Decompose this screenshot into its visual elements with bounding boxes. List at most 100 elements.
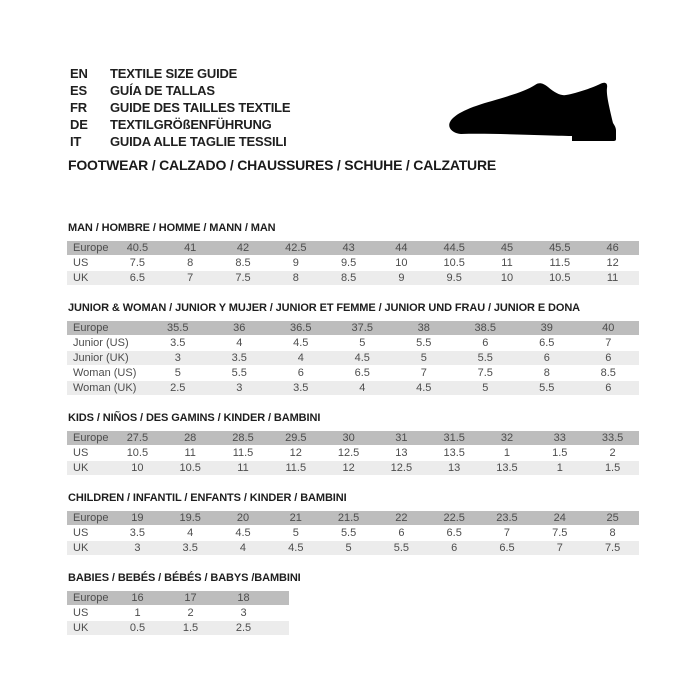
size-cell: 10.5 xyxy=(533,271,587,285)
size-cell: 5.5 xyxy=(393,336,455,350)
size-cell: 27.5 xyxy=(111,431,164,445)
size-cell: 11 xyxy=(163,446,217,460)
size-cell: 6 xyxy=(454,336,516,350)
size-cell: 13 xyxy=(374,446,428,460)
size-cell: 7.5 xyxy=(586,541,639,555)
size-cell: 6 xyxy=(270,366,332,380)
size-cell: 42.5 xyxy=(269,241,323,255)
filler-cell xyxy=(270,591,289,605)
size-cell: 21.5 xyxy=(322,511,375,525)
size-cell: 10.5 xyxy=(427,256,481,270)
size-cell: 13 xyxy=(427,461,481,475)
size-cell: 10.5 xyxy=(111,446,164,460)
size-cell: 3 xyxy=(147,351,209,365)
size-cell: 22.5 xyxy=(427,511,481,525)
size-table-children: Europe 19 19.5 20 21 21.5 22 22.5 23.5 24 25 US 3.5 4… xyxy=(67,510,639,556)
size-cell: 8.5 xyxy=(322,271,375,285)
size-cell: 6 xyxy=(374,526,428,540)
size-cell: 7.5 xyxy=(533,526,587,540)
table-row: Junior (US) 3.5 4 4.5 5 5.5 6 6.5 7 xyxy=(67,336,639,350)
table-row: UK 10 10.5 11 11.5 12 12.5 13 13.5 1 1.5 xyxy=(67,461,639,475)
size-cell: 3 xyxy=(111,541,164,555)
row-label: Woman (US) xyxy=(67,366,147,380)
size-cell: 31.5 xyxy=(427,431,481,445)
size-cell: 19.5 xyxy=(163,511,217,525)
size-cell: 1.5 xyxy=(164,621,217,635)
size-cell: 18 xyxy=(217,591,270,605)
size-section-junior-woman: JUNIOR & WOMAN / JUNIOR Y MUJER / JUNIOR… xyxy=(67,302,639,396)
size-cell: 11 xyxy=(586,271,639,285)
table-row: Europe 40.5 41 42 42.5 43 44 44.5 45 45.5 46 xyxy=(67,241,639,255)
size-cell: 0.5 xyxy=(111,621,164,635)
language-title: GUÍA DE TALLAS xyxy=(110,83,215,98)
language-code: IT xyxy=(70,134,82,149)
table-row: Europe 16 17 18 xyxy=(67,591,289,605)
size-cell: 6.5 xyxy=(480,541,534,555)
size-table-man: Europe 40.5 41 42 42.5 43 44 44.5 45 45.5 46 US 7.5 8… xyxy=(67,240,639,286)
size-cell: 42 xyxy=(216,241,270,255)
size-cell: 5.5 xyxy=(516,381,578,395)
size-cell: 9.5 xyxy=(322,256,375,270)
size-cell: 6.5 xyxy=(516,336,578,350)
size-cell: 23.5 xyxy=(480,511,534,525)
size-cell: 2 xyxy=(586,446,639,460)
size-cell: 25 xyxy=(586,511,639,525)
language-title: TEXTILGRÖßENFÜHRUNG xyxy=(110,117,272,132)
table-title: JUNIOR & WOMAN / JUNIOR Y MUJER / JUNIOR… xyxy=(68,302,581,314)
size-cell: 3.5 xyxy=(208,351,270,365)
size-cell: 5.5 xyxy=(374,541,428,555)
size-section-babies: BABIES / BEBÉS / BÉBÉS / BABYS /BAMBINI … xyxy=(67,572,639,636)
size-cell: 13.5 xyxy=(480,461,534,475)
size-cell: 1.5 xyxy=(533,446,587,460)
table-title: MAN / HOMBRE / HOMME / MANN / MAN xyxy=(68,222,276,234)
size-cell: 44.5 xyxy=(427,241,481,255)
language-line: ES GUÍA DE TALLAS xyxy=(70,82,290,99)
row-label: US xyxy=(67,256,111,270)
size-cell: 22 xyxy=(374,511,428,525)
size-cell: 11.5 xyxy=(533,256,587,270)
size-cell: 4 xyxy=(208,336,270,350)
size-cell: 6 xyxy=(516,351,578,365)
size-cell: 9 xyxy=(269,256,323,270)
row-label: UK xyxy=(67,461,111,475)
size-cell: 8 xyxy=(516,366,578,380)
size-cell: 4 xyxy=(216,541,270,555)
language-title: GUIDE DES TAILLES TEXTILE xyxy=(110,100,291,115)
row-label: US xyxy=(67,446,111,460)
size-cell: 35.5 xyxy=(147,321,209,335)
size-cell: 44 xyxy=(374,241,428,255)
size-cell: 3.5 xyxy=(270,381,332,395)
table-row: Europe 27.5 28 28.5 29.5 30 31 31.5 32 33 33.5 xyxy=(67,431,639,445)
size-cell: 40 xyxy=(577,321,639,335)
table-row: UK 0.5 1.5 2.5 xyxy=(67,621,289,635)
size-cell: 9.5 xyxy=(427,271,481,285)
row-label: Woman (UK) xyxy=(67,381,147,395)
row-label: Junior (UK) xyxy=(67,351,147,365)
table-row: US 1 2 3 xyxy=(67,606,289,620)
filler-cell xyxy=(270,606,289,620)
table-row: US 3.5 4 4.5 5 5.5 6 6.5 7 7.5 8 xyxy=(67,526,639,540)
table-title: CHILDREN / INFANTIL / ENFANTS / KINDER /… xyxy=(68,492,347,504)
size-cell: 11 xyxy=(216,461,270,475)
row-label: US xyxy=(67,606,111,620)
size-cell: 10.5 xyxy=(163,461,217,475)
table-row: UK 6.5 7 7.5 8 8.5 9 9.5 10 10.5 11 xyxy=(67,271,639,285)
size-section-man: MAN / HOMBRE / HOMME / MANN / MAN Europe… xyxy=(67,222,639,286)
size-cell: 7 xyxy=(393,366,455,380)
size-cell: 9 xyxy=(374,271,428,285)
row-label: Europe xyxy=(67,321,147,335)
size-cell: 5.5 xyxy=(454,351,516,365)
size-cell: 30 xyxy=(322,431,375,445)
language-line: IT GUIDA ALLE TAGLIE TESSILI xyxy=(70,133,290,150)
size-cell: 2.5 xyxy=(217,621,270,635)
size-cell: 1.5 xyxy=(586,461,639,475)
size-cell: 5 xyxy=(454,381,516,395)
filler-cell xyxy=(270,621,289,635)
size-cell: 8 xyxy=(269,271,323,285)
table-row: Junior (UK) 3 3.5 4 4.5 5 5.5 6 6 xyxy=(67,351,639,365)
size-cell: 4 xyxy=(331,381,393,395)
size-cell: 41 xyxy=(163,241,217,255)
size-cell: 5.5 xyxy=(208,366,270,380)
size-cell: 5.5 xyxy=(322,526,375,540)
size-cell: 33 xyxy=(533,431,587,445)
